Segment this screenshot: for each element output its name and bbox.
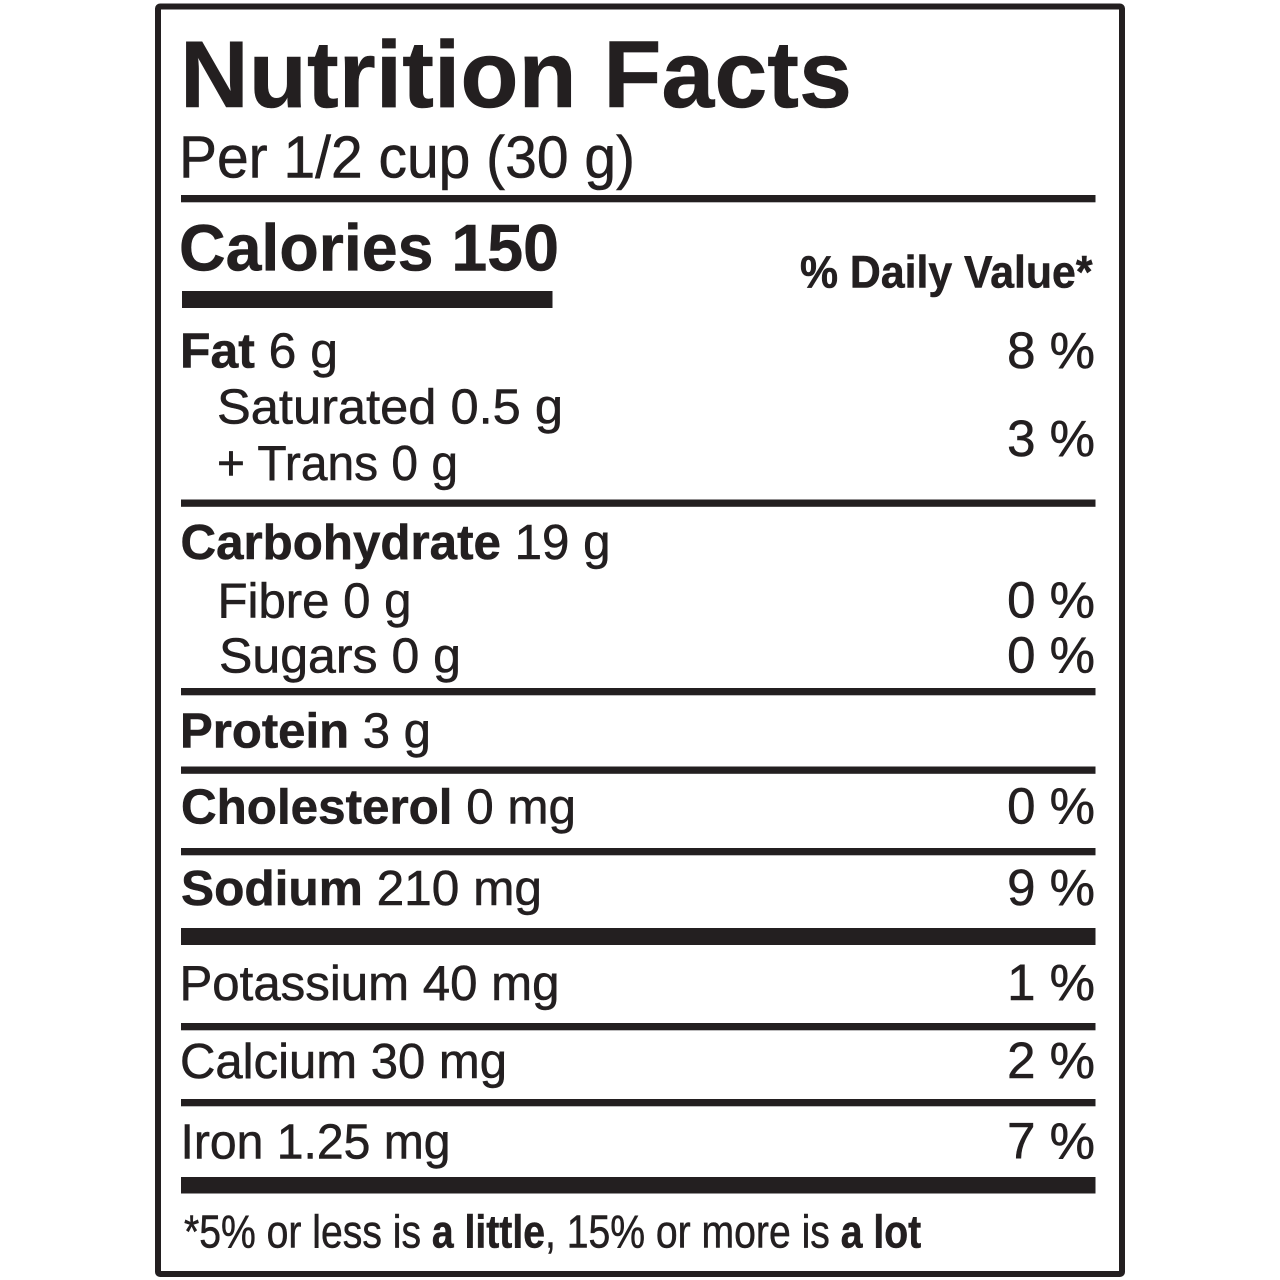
svg-text:Calcium 30 mg: Calcium 30 mg [180,1034,507,1089]
svg-text:Fibre 0 g: Fibre 0 g [218,574,412,629]
svg-text:Fat 6 g: Fat 6 g [180,324,338,379]
svg-text:Sodium 210 mg: Sodium 210 mg [181,861,542,916]
svg-text:Protein 3 g: Protein 3 g [180,704,431,759]
svg-text:*5% or less is a little, 15% o: *5% or less is a little, 15% or more is … [184,1206,921,1258]
svg-text:0 %: 0 % [1007,778,1095,835]
svg-text:Carbohydrate 19 g: Carbohydrate 19 g [181,515,611,570]
svg-text:Iron 1.25 mg: Iron 1.25 mg [181,1115,451,1170]
svg-text:Potassium 40 mg: Potassium 40 mg [180,956,560,1011]
svg-text:% Daily Value*: % Daily Value* [800,247,1093,298]
svg-text:3 %: 3 % [1007,410,1095,467]
svg-text:Cholesterol 0 mg: Cholesterol 0 mg [181,780,576,835]
svg-text:+ Trans 0 g: + Trans 0 g [217,436,458,491]
svg-text:Per 1/2 cup (30 g): Per 1/2 cup (30 g) [179,125,635,191]
svg-text:Saturated 0.5 g: Saturated 0.5 g [217,380,563,435]
svg-text:0 %: 0 % [1007,627,1095,684]
svg-text:Nutrition Facts: Nutrition Facts [180,22,852,128]
svg-text:Sugars 0 g: Sugars 0 g [219,629,461,684]
svg-text:9 %: 9 % [1007,859,1095,916]
svg-text:2 %: 2 % [1007,1032,1095,1089]
svg-text:1 %: 1 % [1007,954,1095,1011]
svg-text:7 %: 7 % [1007,1113,1095,1170]
svg-text:8 %: 8 % [1007,322,1095,379]
svg-text:Calories 150: Calories 150 [179,211,559,285]
svg-text:0 %: 0 % [1007,572,1095,629]
